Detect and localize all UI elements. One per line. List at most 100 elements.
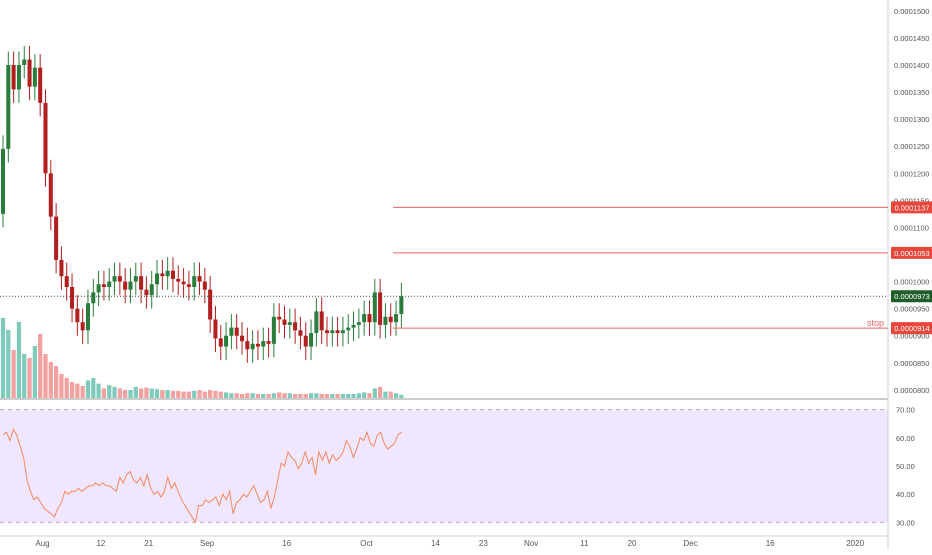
last-price-label: 0.0000973 <box>894 292 929 301</box>
rsi-tick-label[interactable]: 70.00 <box>896 406 915 415</box>
price-tick-label[interactable]: 0.0001200 <box>894 169 929 178</box>
time-tick-label[interactable]: Aug <box>35 539 49 548</box>
time-tick-label[interactable]: 21 <box>144 539 153 548</box>
candle-body <box>234 327 239 336</box>
volume-bar <box>0 318 6 398</box>
level-lines: stop <box>0 206 888 329</box>
volume-bar <box>213 390 218 398</box>
price-tick-label[interactable]: 0.0000900 <box>894 332 929 341</box>
candle-body <box>378 292 383 325</box>
time-tick-label[interactable]: 12 <box>96 539 105 548</box>
price-tick-label[interactable]: 0.0001150 <box>894 196 929 205</box>
price-tick-label[interactable]: 0.0000800 <box>894 386 929 395</box>
candle-body <box>330 330 335 334</box>
time-tick-label[interactable]: Nov <box>524 539 538 548</box>
candlesticks <box>0 46 404 363</box>
candle-body <box>309 333 314 347</box>
volume-bar <box>388 391 393 398</box>
price-tick-label[interactable]: 0.0000950 <box>894 305 929 314</box>
candle-body <box>155 273 160 285</box>
candle-body <box>346 327 351 331</box>
candle-body <box>287 322 292 325</box>
time-tick-label[interactable]: Sep <box>200 539 215 548</box>
time-tick-label[interactable]: 16 <box>282 539 291 548</box>
volume-bar <box>69 382 75 398</box>
time-tick-label[interactable]: Oct <box>360 539 373 548</box>
candle-body <box>335 330 340 334</box>
time-tick-label[interactable]: 2020 <box>846 539 864 548</box>
volume-bar <box>340 394 346 398</box>
volume-bar <box>186 391 192 398</box>
candle-body <box>43 102 48 174</box>
time-tick-label[interactable]: 20 <box>628 539 637 548</box>
candle-body <box>112 276 117 282</box>
candle-body <box>181 281 186 285</box>
volume-bar <box>202 391 207 398</box>
volume-bar <box>346 394 351 398</box>
volume-bar <box>239 394 245 398</box>
volume-bar <box>197 390 202 398</box>
volume-bar <box>128 390 133 398</box>
candle-body <box>224 335 229 347</box>
time-axis[interactable]: Aug 12 21 Sep 16 Oct 14 23 Nov 11 20 Dec 16 2020 <box>35 539 864 548</box>
volume-bar <box>154 389 160 398</box>
candle-body <box>314 311 319 334</box>
rsi-tick-label[interactable]: 50.00 <box>896 462 915 471</box>
price-tick-label[interactable]: 0.0001450 <box>894 34 929 43</box>
candle-body <box>186 284 191 287</box>
price-tick-label[interactable]: 0.0001400 <box>894 61 929 70</box>
price-tick-label[interactable]: 0.0001350 <box>894 88 929 97</box>
volume-bar <box>6 330 11 398</box>
time-tick-label[interactable]: 23 <box>479 539 488 548</box>
grid <box>0 0 889 550</box>
time-tick-label[interactable]: 11 <box>580 539 589 548</box>
price-tick-label[interactable]: 0.0001500 <box>894 7 929 16</box>
volume-bar <box>308 393 314 398</box>
time-tick-label[interactable]: 16 <box>766 539 775 548</box>
rsi-pane <box>0 409 888 523</box>
rsi-tick-label[interactable]: 60.00 <box>896 434 915 443</box>
price-tick-label[interactable]: 0.0001300 <box>894 115 929 124</box>
price-axis[interactable]: 0.0001500 0.0001450 0.0001400 0.0001350 0.00… <box>894 7 929 528</box>
candle-body <box>22 59 27 65</box>
price-tick-label[interactable]: 0.0000850 <box>894 359 929 368</box>
volume-bar <box>399 394 404 398</box>
volume-bar <box>181 391 186 398</box>
price-tick-label[interactable]: 0.0001100 <box>894 223 929 232</box>
price-tick-label[interactable]: 0.0001000 <box>894 278 929 287</box>
candle-body <box>75 308 80 323</box>
candle-body <box>362 314 367 323</box>
volume-bar <box>91 378 96 398</box>
volume-bar <box>165 390 170 398</box>
volume-bar <box>64 378 69 398</box>
stop-label: 0.0000914 <box>894 324 929 333</box>
volume-bar <box>170 390 176 398</box>
rsi-tick-label[interactable]: 40.00 <box>896 490 915 499</box>
candle-body <box>298 330 303 336</box>
price-tick-label[interactable]: 0.0001250 <box>894 142 929 151</box>
stop-note: stop <box>867 318 884 328</box>
time-tick-label[interactable]: 14 <box>431 539 440 548</box>
rsi-tick-label[interactable]: 30.00 <box>896 518 915 527</box>
candle-body <box>388 316 393 323</box>
time-tick-label[interactable]: Dec <box>683 539 697 548</box>
candle-body <box>91 292 96 304</box>
volume-bar <box>38 334 43 398</box>
volume-bar <box>223 392 229 398</box>
volume-bar <box>293 394 298 398</box>
volume-bar <box>53 366 59 398</box>
candle-body <box>372 292 377 323</box>
candle-body <box>101 284 106 287</box>
volume-bar <box>32 346 37 398</box>
volume-bar <box>245 393 250 398</box>
candle-body <box>192 276 197 287</box>
volume-bar <box>75 383 80 398</box>
resistance-low-label: 0.0001053 <box>894 249 929 258</box>
resistance-low-label-bg <box>891 246 932 259</box>
candle-body <box>293 322 298 331</box>
candle-body <box>261 341 266 347</box>
volume-bar <box>261 394 266 398</box>
candle-body <box>319 311 324 331</box>
